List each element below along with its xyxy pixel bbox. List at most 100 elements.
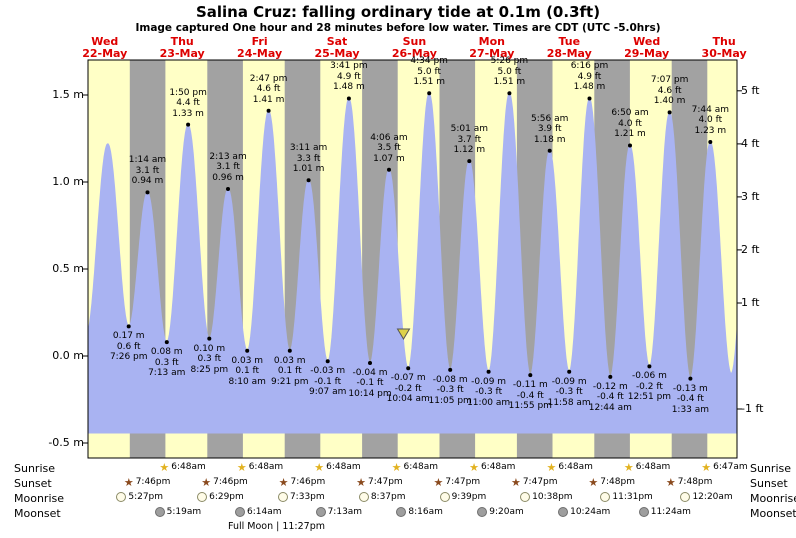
tide-extreme-dot bbox=[126, 324, 131, 329]
sunrise-star-icon: ★ bbox=[469, 460, 479, 474]
tide-extreme-dot bbox=[608, 374, 613, 379]
sunset-star-icon: ★ bbox=[665, 475, 676, 489]
sunrise-entry: ★ 6:48am bbox=[237, 461, 283, 473]
feet-axis-label: -1 ft bbox=[741, 402, 764, 416]
tide-extreme-dot bbox=[145, 190, 150, 195]
astro-time: 9:20am bbox=[489, 507, 524, 517]
tide-extreme-dot bbox=[667, 110, 672, 115]
sunset-entry: ★ 7:48pm bbox=[666, 476, 713, 488]
day-label: Fri 24-May bbox=[237, 35, 283, 60]
tide-event-label: -0.09 m -0.3 ft 11:00 am bbox=[467, 376, 511, 408]
sunrise-entry: ★ 6:48am bbox=[546, 461, 592, 473]
tide-extreme-dot bbox=[245, 348, 250, 353]
sunset-star-icon: ★ bbox=[201, 475, 212, 489]
day-label: Sat 25-May bbox=[314, 35, 360, 60]
tide-event-label: 1:50 pm 4.4 ft 1.33 m bbox=[169, 87, 207, 119]
tide-extreme-dot bbox=[708, 140, 713, 144]
moonset-icon bbox=[558, 507, 569, 517]
sunrise-entry: ★ 6:47am bbox=[701, 461, 747, 473]
tide-extreme-dot bbox=[688, 376, 693, 381]
page-title: Salina Cruz: falling ordinary tide at 0.… bbox=[195, 3, 601, 21]
tide-event-label: 5:01 am 3.7 ft 1.12 m bbox=[450, 124, 488, 156]
full-moon-footnote: Full Moon | 11:27pm bbox=[228, 521, 326, 532]
page-subtitle: Image captured One hour and 28 minutes b… bbox=[135, 22, 661, 34]
astro-row-label-left: Moonset bbox=[14, 507, 61, 520]
sunrise-entry: ★ 6:48am bbox=[469, 461, 515, 473]
astro-time: 12:20am bbox=[692, 492, 733, 502]
moonset-icon bbox=[477, 507, 488, 517]
moonrise-entry: 9:39pm bbox=[439, 491, 487, 503]
astro-time: 11:31pm bbox=[612, 492, 653, 502]
feet-axis-label: 5 ft bbox=[741, 83, 760, 97]
tide-event-label: 0.03 m 0.1 ft 9:21 pm bbox=[270, 355, 309, 387]
moonset-icon bbox=[638, 507, 649, 517]
tide-event-label: 0.17 m 0.6 ft 7:26 pm bbox=[109, 331, 148, 363]
sunset-entry: ★ 7:46pm bbox=[201, 476, 248, 488]
astro-row-label-right: Sunrise bbox=[750, 462, 792, 475]
astro-row-label-left: Sunrise bbox=[14, 462, 56, 475]
astro-time: 6:29pm bbox=[209, 492, 244, 502]
astro-row-label-right: Moonrise bbox=[750, 492, 796, 505]
tide-event-label: -0.07 m -0.2 ft 10:04 am bbox=[386, 373, 430, 405]
moonset-entry: 6:14am bbox=[235, 506, 282, 518]
sunset-star-icon: ★ bbox=[278, 475, 289, 489]
feet-axis-label: 1 ft bbox=[741, 295, 760, 309]
sunset-entry: ★ 7:47pm bbox=[511, 476, 558, 488]
tide-extreme-dot bbox=[306, 178, 311, 183]
tide-event-label: -0.06 m -0.2 ft 12:51 pm bbox=[627, 371, 672, 403]
astro-time: 7:46pm bbox=[135, 477, 171, 487]
tide-extreme-dot bbox=[368, 361, 372, 365]
tide-extreme-dot bbox=[287, 348, 292, 353]
meter-axis-label: 0.0 m bbox=[52, 349, 84, 362]
astro-time: 6:48am bbox=[326, 462, 361, 472]
moonset-icon bbox=[396, 507, 407, 517]
sunset-entry: ★ 7:46pm bbox=[279, 476, 326, 488]
sunrise-entry: ★ 6:48am bbox=[624, 461, 670, 473]
sunrise-entry: ★ 6:48am bbox=[159, 461, 205, 473]
astro-time: 7:48pm bbox=[677, 477, 713, 487]
astro-time: 9:39pm bbox=[451, 492, 487, 502]
sunset-star-icon: ★ bbox=[356, 475, 366, 489]
tide-extreme-dot bbox=[567, 369, 572, 374]
moonrise-icon bbox=[600, 492, 611, 502]
meter-axis-label: -0.5 m bbox=[48, 436, 84, 449]
tide-event-label: 4:34 pm 5.0 ft 1.51 m bbox=[410, 56, 448, 88]
sunrise-star-icon: ★ bbox=[546, 460, 557, 474]
astro-time: 6:48am bbox=[248, 462, 284, 472]
tide-event-label: -0.12 m -0.4 ft 12:44 am bbox=[588, 381, 632, 413]
astro-time: 5:19am bbox=[166, 507, 202, 517]
sunset-entry: ★ 7:48pm bbox=[588, 476, 635, 488]
moonset-entry: 11:24am bbox=[638, 506, 691, 518]
tide-extreme-dot bbox=[427, 91, 432, 96]
tide-event-label: 4:06 am 3.5 ft 1.07 m bbox=[370, 132, 408, 164]
moonrise-icon bbox=[116, 492, 127, 502]
astro-row-label-left: Sunset bbox=[14, 477, 52, 490]
tide-extreme-dot bbox=[486, 369, 491, 374]
moonrise-icon bbox=[277, 492, 288, 502]
sunset-entry: ★ 7:46pm bbox=[124, 476, 171, 488]
astro-time: 7:33pm bbox=[289, 492, 325, 502]
tide-event-label: -0.08 m -0.3 ft 11:05 pm bbox=[428, 374, 472, 406]
astro-time: 6:48am bbox=[558, 462, 593, 472]
astro-time: 7:47pm bbox=[368, 477, 403, 487]
astro-time: 11:24am bbox=[650, 507, 691, 517]
sunset-star-icon: ★ bbox=[433, 475, 444, 489]
moonrise-icon bbox=[358, 492, 369, 502]
feet-axis-label: 2 ft bbox=[741, 242, 760, 256]
moonset-icon bbox=[235, 507, 245, 517]
tide-extreme-dot bbox=[387, 167, 391, 172]
day-label: Sun 26-May bbox=[391, 35, 437, 60]
astro-time: 6:48am bbox=[635, 462, 671, 472]
astro-time: 7:46pm bbox=[290, 477, 326, 487]
tide-event-label: 0.08 m 0.3 ft 7:13 am bbox=[148, 347, 186, 379]
tide-extreme-dot bbox=[647, 364, 652, 369]
tide-extreme-dot bbox=[266, 108, 271, 113]
moonset-entry: 10:24am bbox=[558, 506, 610, 518]
astro-row-label-right: Sunset bbox=[750, 477, 788, 490]
tide-event-label: 3:41 pm 4.9 ft 1.48 m bbox=[330, 61, 368, 93]
moonrise-entry: 11:31pm bbox=[600, 491, 653, 503]
astro-row-label-left: Moonrise bbox=[14, 492, 64, 505]
tide-event-label: 3:11 am 3.3 ft 1.01 m bbox=[289, 143, 328, 175]
sunset-star-icon: ★ bbox=[510, 475, 521, 489]
day-label: Thu 23-May bbox=[159, 35, 205, 60]
